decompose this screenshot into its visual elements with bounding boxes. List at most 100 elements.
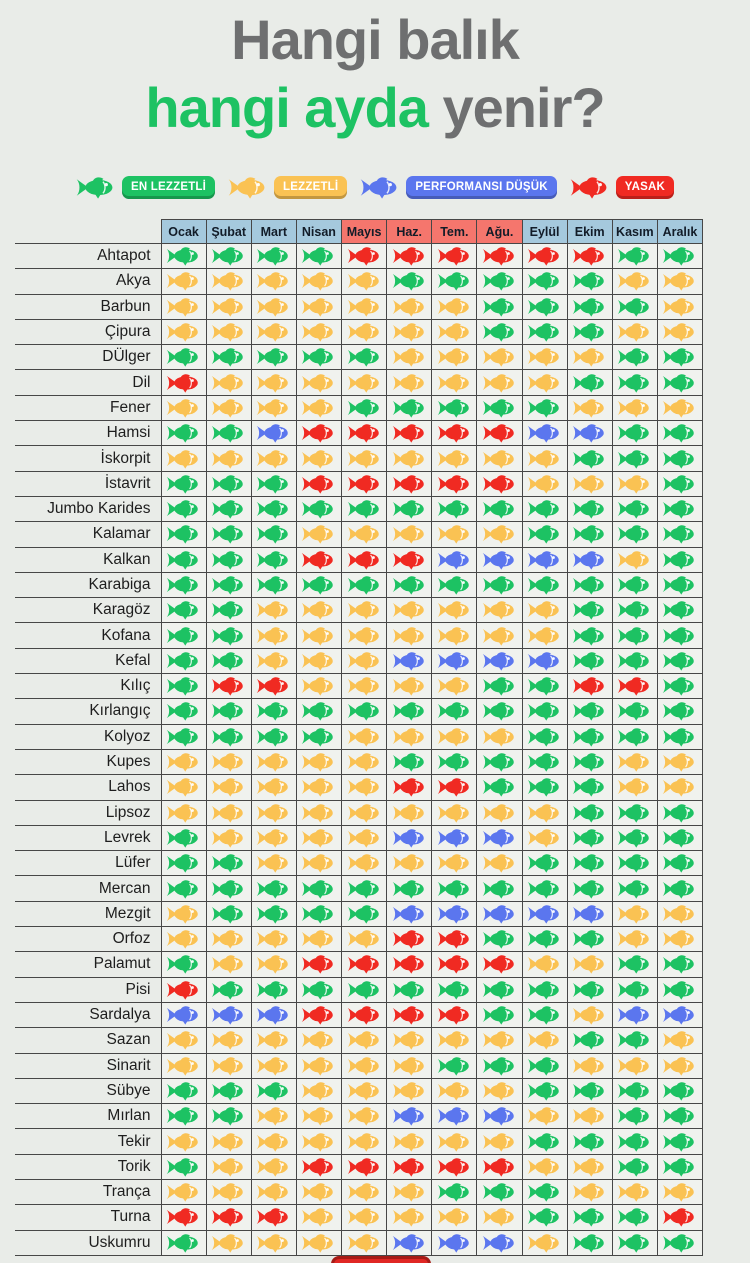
fish-icon: [256, 423, 291, 443]
fish-icon: [572, 803, 607, 823]
fish-cell: [340, 293, 388, 320]
fish-cell: [160, 698, 207, 725]
fish-cell: [611, 571, 658, 599]
fish-cell: [566, 799, 613, 826]
fish-icon: [662, 449, 697, 469]
fish-cell: [476, 546, 523, 573]
fish-cell: [205, 1229, 252, 1256]
fish-cell: [160, 445, 207, 472]
fish-icon: [347, 853, 382, 873]
fish-cell: [656, 546, 704, 573]
fish-cell: [476, 748, 523, 776]
fish-icon: [482, 879, 517, 899]
fish-icon: [392, 929, 427, 949]
fish-icon: [482, 1182, 517, 1202]
fish-icon: [527, 853, 562, 873]
fish-cell: [160, 344, 207, 371]
fish-cell: [656, 951, 704, 978]
fish-cell: [340, 420, 388, 447]
fish-cell: [340, 242, 388, 270]
fish-name-label: Karagöz: [15, 597, 161, 624]
fish-cell: [160, 1178, 207, 1206]
month-header-ocak: Ocak: [160, 219, 207, 244]
fish-cell: [386, 951, 433, 978]
fish-icon: [527, 499, 562, 519]
fish-cell: [295, 571, 343, 599]
fish-icon: [301, 879, 336, 899]
fish-cell: [611, 597, 658, 624]
fish-cell: [250, 622, 297, 649]
fish-icon: [437, 1182, 472, 1202]
fish-cell: [295, 799, 343, 826]
fish-cell: [521, 673, 568, 700]
fish-icon: [527, 524, 562, 544]
fish-icon: [617, 524, 652, 544]
fish-icon: [301, 1182, 336, 1202]
fish-icon: [437, 1233, 472, 1253]
fish-cell: [340, 1052, 388, 1079]
fish-cell: [566, 900, 613, 928]
fish-icon: [482, 398, 517, 418]
fish-cell: [340, 875, 388, 902]
fish-icon: [347, 752, 382, 772]
fish-cell: [160, 799, 207, 826]
fish-cell: [611, 647, 658, 675]
fish-cell: [205, 799, 252, 826]
fish-cell: [476, 1103, 523, 1130]
fish-icon: [527, 550, 562, 570]
fish-cell: [386, 1153, 433, 1180]
fish-icon: [392, 777, 427, 797]
fish-icon: [572, 1233, 607, 1253]
fish-icon: [256, 1182, 291, 1202]
fish-cell: [566, 647, 613, 675]
fish-icon: [482, 297, 517, 317]
fish-cell: [431, 318, 478, 346]
fish-icon: [256, 347, 291, 367]
fish-cell: [611, 1077, 658, 1105]
fish-cell: [656, 1229, 704, 1256]
table-row: İstavrit: [15, 470, 704, 497]
fish-icon: [392, 1207, 427, 1227]
fish-cell: [250, 394, 297, 422]
fish-cell: [205, 597, 252, 624]
fish-icon: [482, 246, 517, 266]
fish-cell: [295, 1204, 343, 1231]
table-row: Trança: [15, 1178, 704, 1206]
fish-cell: [295, 850, 343, 877]
fish-icon: [301, 803, 336, 823]
fish-cell: [205, 926, 252, 953]
fish-icon: [301, 853, 336, 873]
fish-icon: [662, 271, 697, 291]
table-row: Barbun: [15, 293, 704, 320]
table-row: Uskumru: [15, 1229, 704, 1256]
legend-item-en-lezzetli: EN LEZZETLİ: [76, 176, 216, 199]
fish-icon: [662, 575, 697, 595]
fish-icon: [347, 347, 382, 367]
fish-icon: [572, 271, 607, 291]
fish-cell: [566, 875, 613, 902]
table-row: Çipura: [15, 318, 704, 346]
fish-cell: [656, 1178, 704, 1206]
fish-icon: [392, 803, 427, 823]
fish-icon: [301, 1106, 336, 1126]
fish-icon: [437, 803, 472, 823]
fish-icon: [211, 853, 246, 873]
fish-cell: [340, 698, 388, 725]
fish-icon: [527, 271, 562, 291]
fish-cell: [205, 1128, 252, 1155]
fish-cell: [611, 546, 658, 573]
table-row: Kolyoz: [15, 723, 704, 750]
fish-cell: [611, 951, 658, 978]
fish-icon: [572, 1030, 607, 1050]
fish-icon: [301, 575, 336, 595]
fish-cell: [431, 1178, 478, 1206]
fish-icon: [301, 752, 336, 772]
fish-cell: [476, 1052, 523, 1079]
fish-icon: [482, 1233, 517, 1253]
fish-cell: [476, 698, 523, 725]
fish-cell: [205, 774, 252, 801]
fish-name-label: Sübye: [15, 1078, 161, 1105]
fish-cell: [521, 470, 568, 497]
fish-icon: [527, 1030, 562, 1050]
fish-icon: [572, 752, 607, 772]
